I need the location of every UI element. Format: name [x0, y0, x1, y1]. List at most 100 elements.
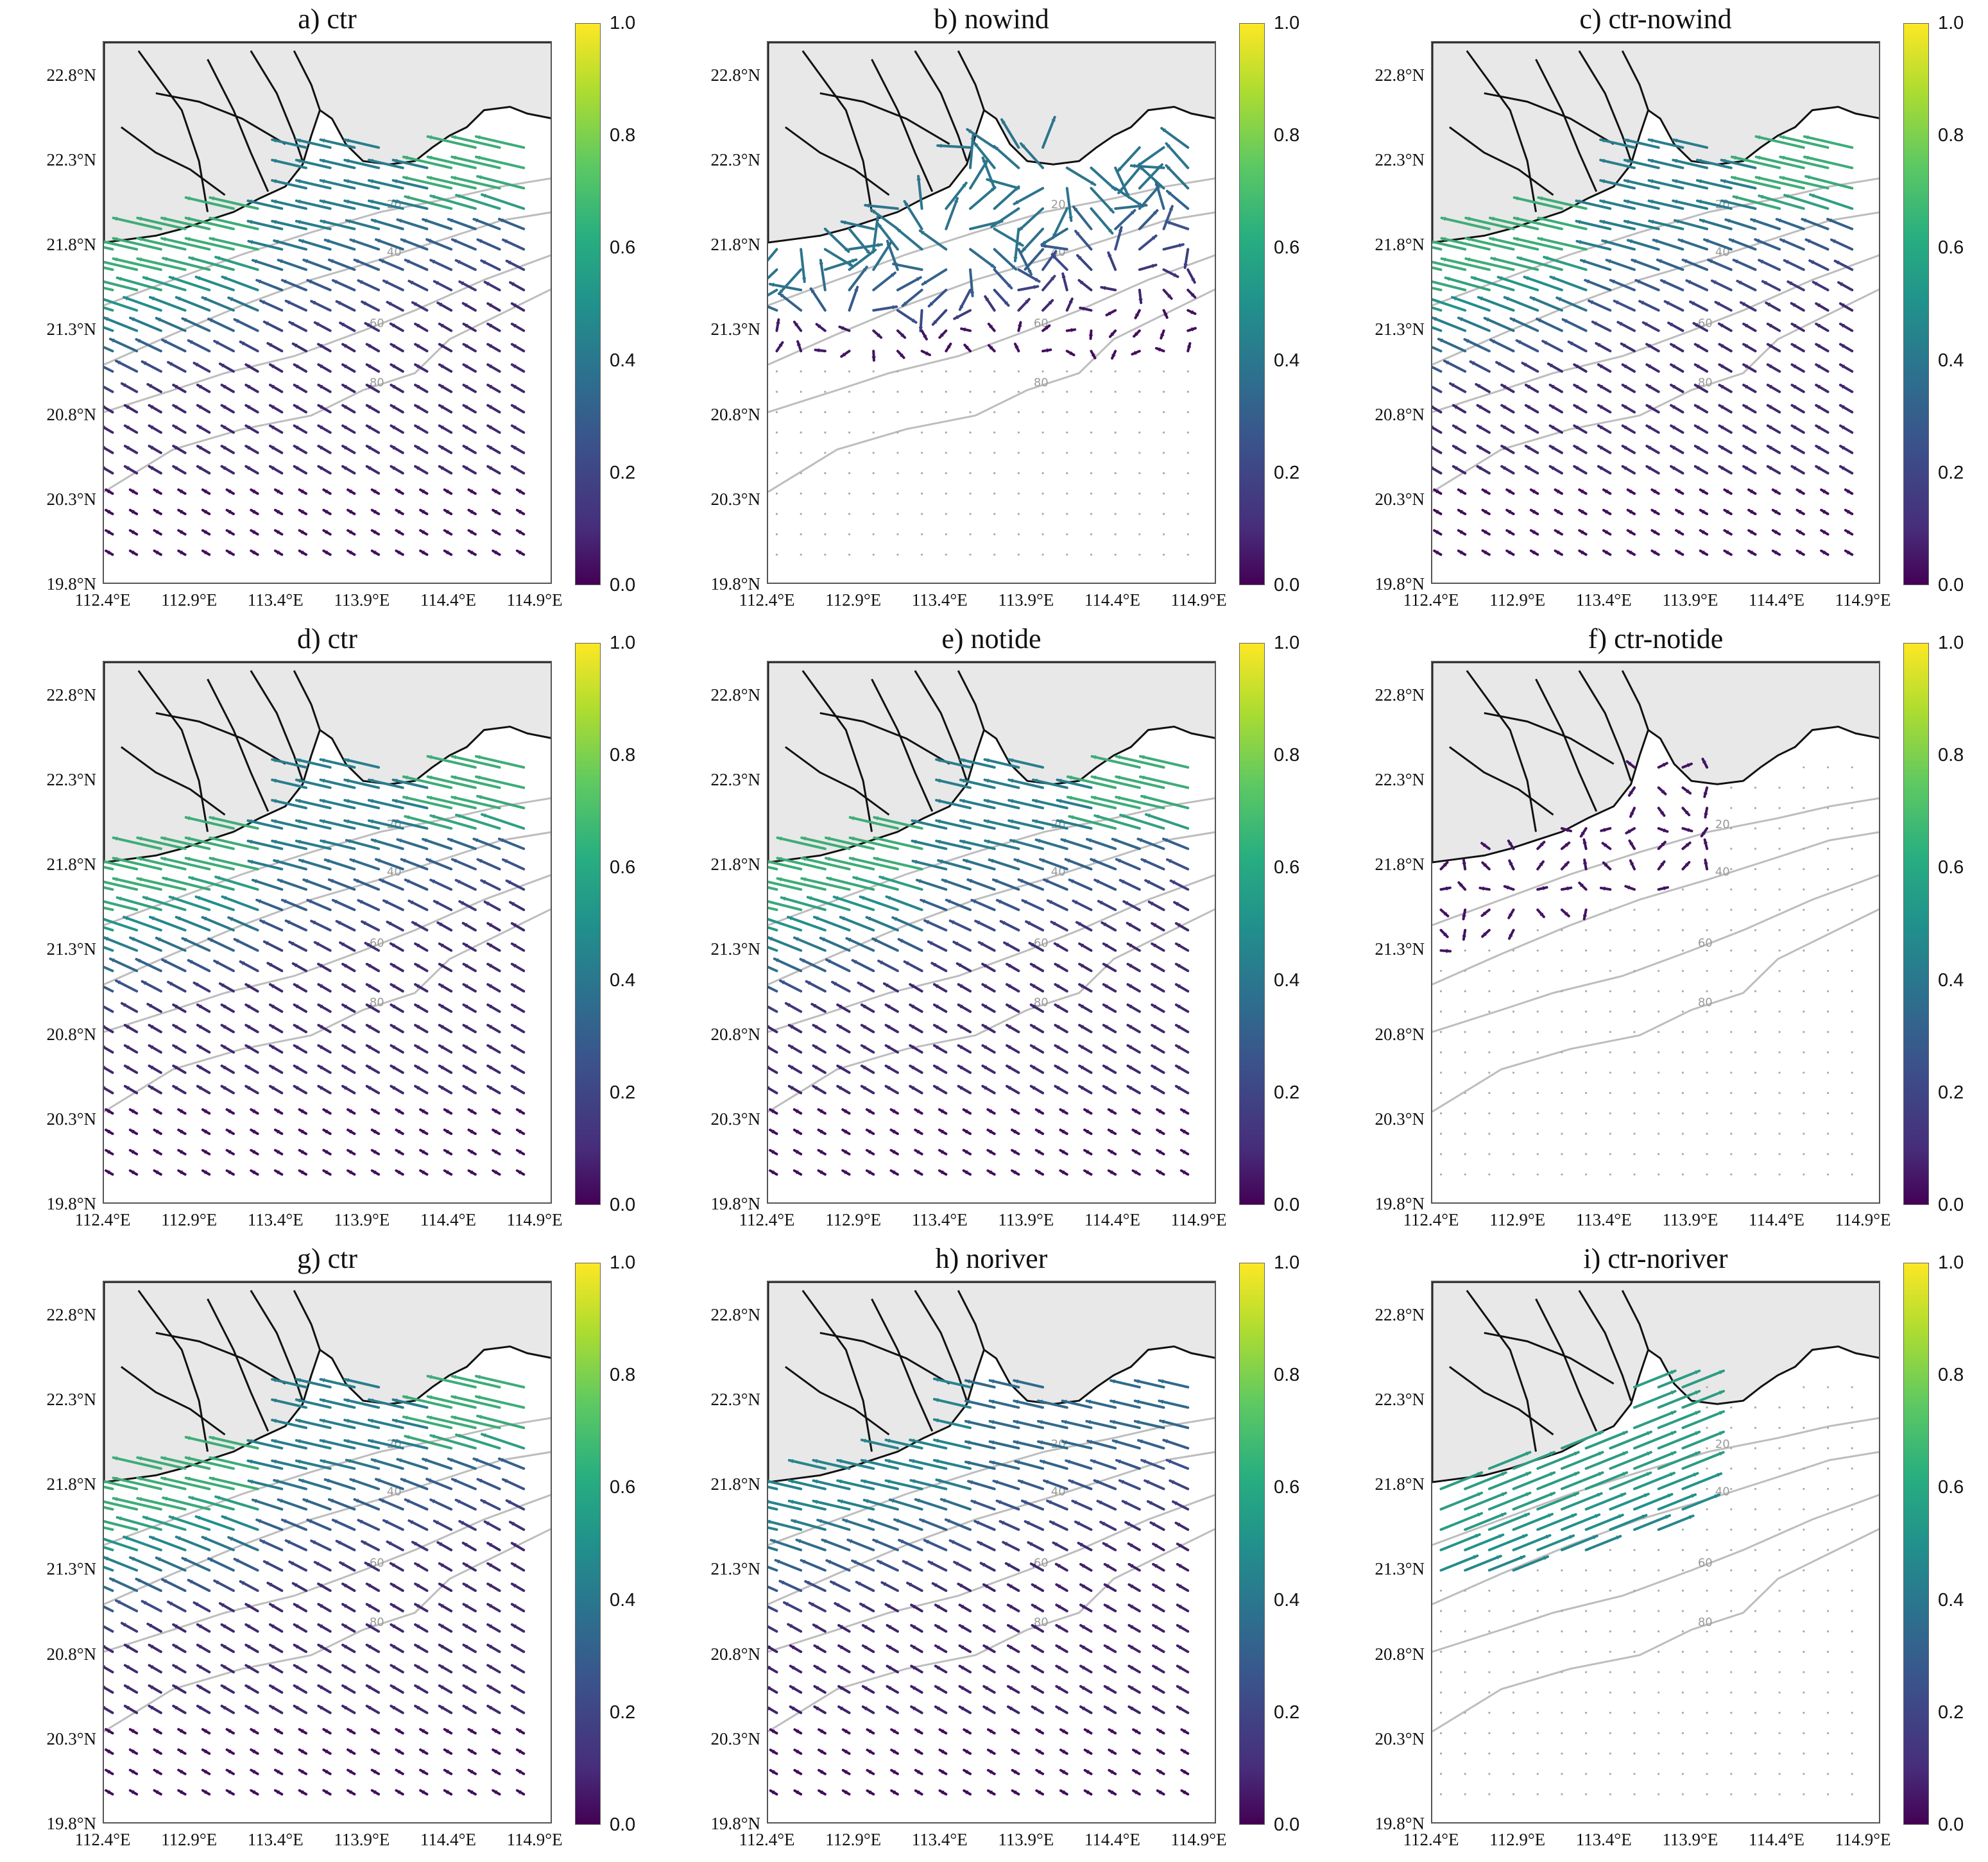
current-arrow — [1754, 238, 1781, 251]
vector-dot — [1754, 848, 1757, 850]
current-arrowhead — [396, 1749, 401, 1754]
map-panel: b) nowind 22.8°N 22.3°N 21.8°N 21.3°N 20.8°N 2… — [664, 0, 1326, 620]
current-arrowhead — [173, 1644, 178, 1649]
current-arrowhead — [227, 1770, 232, 1774]
current-arrowhead — [463, 364, 468, 369]
colorbar-tick-label: 1.0 — [1938, 633, 1964, 653]
current-arrowhead — [104, 1706, 106, 1709]
current-arrowhead — [1036, 1109, 1041, 1114]
current-arrowhead — [866, 1170, 871, 1175]
current-arrowhead — [1012, 1150, 1017, 1154]
vector-dot — [1706, 990, 1708, 993]
isobath-contour — [768, 254, 1215, 413]
current-arrowhead — [130, 1150, 135, 1154]
vector-dot — [1681, 969, 1684, 972]
vector-dot — [969, 431, 972, 434]
vector-dot — [1778, 909, 1781, 911]
current-arrowhead — [1046, 348, 1051, 353]
current-arrowhead — [484, 901, 490, 906]
current-arrow — [246, 1459, 284, 1470]
vector-dot — [1826, 807, 1829, 809]
current-arrowhead — [444, 1150, 449, 1154]
current-arrowhead — [499, 218, 504, 223]
current-arrow — [983, 799, 1020, 810]
current-arrowhead — [320, 1398, 325, 1403]
current-arrow — [447, 1457, 477, 1470]
current-arrow — [888, 1498, 923, 1511]
current-arrowhead — [420, 1150, 425, 1154]
current-arrowhead — [1606, 259, 1611, 264]
current-arrowhead — [510, 1522, 515, 1526]
vector-dot — [1658, 1011, 1660, 1013]
panel-title: f) ctr-notide — [1588, 623, 1724, 654]
isobath-label: 80 — [1034, 1616, 1049, 1629]
current-arrow — [970, 898, 996, 911]
current-arrow — [812, 1458, 851, 1470]
current-arrowhead — [434, 1521, 439, 1525]
current-arrowhead — [1749, 530, 1754, 534]
colorbar-tick-label: 0.6 — [1938, 237, 1964, 259]
current-arrow — [991, 878, 1020, 891]
isobath-label: 80 — [1698, 376, 1713, 389]
current-arrow — [426, 1395, 477, 1409]
current-arrowhead — [511, 1665, 517, 1670]
current-arrowhead — [916, 277, 921, 282]
current-arrowhead — [794, 937, 799, 941]
current-arrowhead — [1157, 1129, 1162, 1134]
vector-dot — [800, 411, 802, 413]
current-arrowhead — [939, 1150, 944, 1154]
current-arrowhead — [1627, 490, 1632, 494]
current-arrow — [988, 1399, 1020, 1409]
current-arrowhead — [1079, 1066, 1084, 1070]
current-arrowhead — [1152, 943, 1157, 948]
current-arrowhead — [1719, 405, 1724, 409]
current-arrowhead — [293, 1583, 298, 1587]
vector-dot — [1826, 1132, 1829, 1135]
current-arrowhead — [210, 1476, 215, 1482]
current-arrowhead — [210, 857, 215, 862]
current-arrowhead — [358, 1519, 363, 1524]
latitude-tick-label: 22.8°N — [46, 65, 96, 85]
current-arrow — [885, 895, 923, 911]
current-arrowhead — [982, 1066, 988, 1070]
vector-dot — [1730, 1153, 1733, 1156]
current-arrowhead — [1676, 490, 1681, 494]
current-arrowhead — [1507, 551, 1512, 555]
isobath-contour — [1432, 254, 1879, 413]
current-arrow — [391, 158, 429, 169]
current-arrowhead — [270, 425, 275, 430]
current-arrowhead — [296, 158, 301, 164]
current-arrowhead — [294, 364, 299, 369]
current-arrow — [836, 1458, 875, 1470]
vector-dot — [1609, 1011, 1611, 1013]
current-arrowhead — [340, 323, 345, 327]
current-arrowhead — [493, 530, 498, 534]
current-arrow — [1432, 298, 1467, 312]
current-arrowhead — [1676, 551, 1681, 555]
current-arrow — [123, 916, 162, 932]
current-arrowhead — [246, 384, 251, 389]
vector-dot — [1778, 827, 1781, 830]
land-area — [104, 1282, 551, 1483]
vector-dot — [1066, 452, 1068, 454]
vector-dot — [1778, 1030, 1781, 1033]
current-arrowhead — [163, 1496, 167, 1501]
current-arrowhead — [474, 218, 479, 223]
current-arrow — [966, 878, 996, 891]
current-arrowhead — [420, 1729, 425, 1734]
current-arrowhead — [488, 1604, 493, 1609]
current-arrowhead — [209, 1558, 214, 1562]
current-arrowhead — [405, 1435, 410, 1440]
current-arrow — [295, 758, 332, 769]
current-arrowhead — [886, 896, 891, 900]
current-arrow — [271, 799, 307, 810]
isobath-contour — [104, 908, 551, 1113]
current-arrowhead — [982, 984, 988, 989]
current-arrowhead — [815, 348, 820, 353]
current-arrow — [161, 1578, 187, 1593]
vector-dot — [1187, 513, 1189, 515]
current-arrowhead — [1630, 860, 1634, 866]
current-arrowhead — [880, 876, 885, 880]
current-arrow — [800, 857, 851, 871]
current-arrow — [108, 337, 139, 353]
